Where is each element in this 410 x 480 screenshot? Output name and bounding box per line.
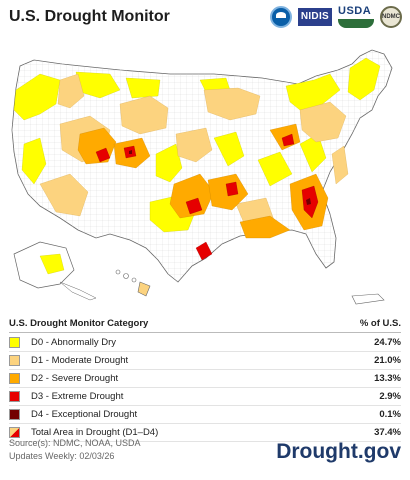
swatch-d3 xyxy=(9,391,20,402)
legend-value: 24.7% xyxy=(374,337,401,348)
swatch-d4 xyxy=(9,409,20,420)
legend-row-d2: D2 - Severe Drought 13.3% xyxy=(9,370,401,388)
legend-row-d0: D0 - Abnormally Dry 24.7% xyxy=(9,334,401,352)
usda-logo-bar xyxy=(338,19,374,28)
alaska-inset xyxy=(13,241,97,301)
legend-heading: U.S. Drought Monitor Category xyxy=(9,318,149,329)
swatch-d1 xyxy=(9,355,20,366)
legend-label: Total Area in Drought (D1–D4) xyxy=(31,427,159,438)
legend-row-d1: D1 - Moderate Drought 21.0% xyxy=(9,352,401,370)
legend-label: D2 - Severe Drought xyxy=(31,373,119,384)
source-text: Source(s): NDMC, NOAA, USDA xyxy=(9,438,141,448)
noaa-logo-icon xyxy=(269,6,292,28)
legend-value: 2.9% xyxy=(379,391,401,402)
swatch-d2 xyxy=(9,373,20,384)
legend-row-total: Total Area in Drought (D1–D4) 37.4% xyxy=(9,424,401,442)
d4-areas xyxy=(129,150,311,205)
hawaii-inset xyxy=(115,269,151,297)
legend-value: 13.3% xyxy=(374,373,401,384)
legend-pct-heading: % of U.S. xyxy=(359,318,401,329)
legend-label: D3 - Extreme Drought xyxy=(31,391,124,402)
swatch-d0 xyxy=(9,337,20,348)
legend-value: 21.0% xyxy=(374,355,401,366)
usda-logo-text: USDA xyxy=(338,5,372,17)
legend-row-d3: D3 - Extreme Drought 2.9% xyxy=(9,388,401,406)
partner-logos: NIDIS USDA NDMC xyxy=(269,6,402,28)
update-text: Updates Weekly: 02/03/26 xyxy=(9,451,115,461)
legend-label: D0 - Abnormally Dry xyxy=(31,337,116,348)
d1-areas xyxy=(39,73,349,229)
county-grid xyxy=(12,50,392,282)
nidis-logo-icon: NIDIS xyxy=(297,8,332,26)
usda-logo-icon: USDA xyxy=(338,6,374,28)
legend-value: 0.1% xyxy=(379,409,401,420)
page-title: U.S. Drought Monitor xyxy=(9,8,170,25)
ndmc-logo-icon: NDMC xyxy=(380,6,402,28)
drought-gov-link[interactable]: Drought.gov xyxy=(276,440,401,463)
source-note: Source(s): NDMC, NOAA, USDA Updates Week… xyxy=(9,437,141,463)
puerto-rico-inset xyxy=(351,293,385,305)
drought-map xyxy=(11,49,393,305)
d3-areas xyxy=(95,133,319,261)
legend-label: D4 - Exceptional Drought xyxy=(31,409,138,420)
legend-row-d4: D4 - Exceptional Drought 0.1% xyxy=(9,406,401,424)
legend-label: D1 - Moderate Drought xyxy=(31,355,129,366)
legend: D0 - Abnormally Dry 24.7% D1 - Moderate … xyxy=(9,334,401,442)
swatch-total xyxy=(9,427,20,438)
legend-value: 37.4% xyxy=(374,427,401,438)
legend-header: U.S. Drought Monitor Category % of U.S. xyxy=(9,318,401,333)
